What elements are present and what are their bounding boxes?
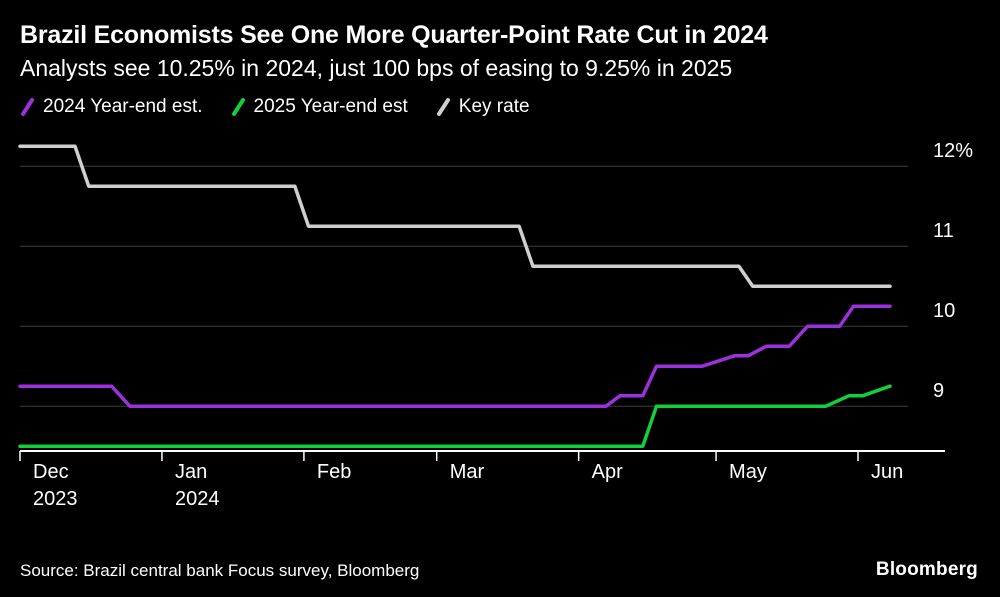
x-axis-label: Feb <box>317 461 351 483</box>
x-axis-label-year: 2023 <box>33 488 78 510</box>
legend-mark-2024-est-icon <box>21 97 34 116</box>
y-axis-label: 10 <box>933 300 955 322</box>
source-note: Source: Brazil central bank Focus survey… <box>20 561 420 580</box>
legend-label-2024-est: 2024 Year-end est. <box>43 95 203 117</box>
chart-title: Brazil Economists See One More Quarter-P… <box>20 21 768 49</box>
legend-item-key-rate: Key rate <box>436 96 530 118</box>
legend-mark-line <box>436 97 450 116</box>
x-axis-label: Apr <box>592 461 623 483</box>
chart-legend: 2024 Year-end est. 2025 Year-end est Key… <box>20 96 980 118</box>
legend-mark-line <box>21 97 34 116</box>
legend-mark-2025-est-icon <box>231 97 245 116</box>
legend-item-2025-est: 2025 Year-end est <box>231 96 408 118</box>
legend-mark-key-rate-icon <box>436 97 450 116</box>
x-axis-label: Mar <box>450 461 485 483</box>
footer: Source: Brazil central bank Focus survey… <box>20 559 978 581</box>
legend-label-key-rate: Key rate <box>458 95 530 117</box>
x-axis-label-year: 2024 <box>175 488 220 510</box>
series-line-2024-year-end-est- <box>18 304 892 408</box>
x-axis-label: May <box>729 461 767 483</box>
legend-mark-line <box>231 97 245 116</box>
y-axis-label: 9 <box>933 380 944 402</box>
y-axis-label: 12% <box>933 140 973 162</box>
legend-item-2024-est: 2024 Year-end est. <box>20 96 203 118</box>
rate-line-chart: 12% 11 10 9 Dec 2023 Jan 2024 Feb Mar Apr May Jun <box>18 140 973 510</box>
series-line-2025-year-end-est <box>18 384 892 448</box>
legend-label-2025-est: 2025 Year-end est <box>253 95 408 117</box>
x-axis-label: Dec <box>33 461 69 483</box>
x-axis-label: Jan <box>175 461 207 483</box>
x-axis-label: Jun <box>871 461 903 483</box>
y-axis-label: 11 <box>933 220 954 242</box>
chart-subtitle: Analysts see 10.25% in 2024, just 100 bp… <box>20 55 733 81</box>
series-line-key-rate <box>18 144 892 288</box>
bloomberg-logo: Bloomberg <box>875 559 978 580</box>
